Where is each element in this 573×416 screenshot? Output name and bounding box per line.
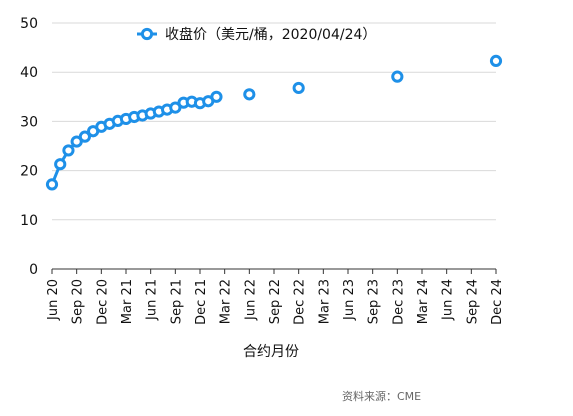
y-tick-label: 50 [20,16,38,32]
y-tick-label: 0 [29,262,38,278]
x-tick-label: Jun 24 [441,279,456,321]
x-tick-label: Dec 22 [293,279,308,325]
x-tick-label: Jun 23 [342,279,357,321]
x-tick-label: Jun 22 [243,279,258,321]
data-point [70,135,83,148]
x-tick-label: Dec 24 [490,279,505,325]
x-tick-label: Dec 23 [391,279,406,325]
x-tick-label: Sep 20 [71,279,86,324]
data-point [391,70,404,83]
data-point [78,130,91,143]
x-tick-label: Dec 21 [194,279,209,325]
x-tick-label: Jun 20 [46,279,61,321]
x-tick-label: Sep 21 [169,279,184,324]
x-tick-label: Mar 23 [317,279,332,324]
source-note: 资料来源：CME [342,390,422,403]
data-point [292,81,305,95]
x-tick-label: Jun 21 [145,279,160,321]
y-tick-label: 20 [20,164,38,180]
x-axis-title: 合约月份 [243,344,299,360]
x-tick-label: Mar 21 [120,279,135,324]
data-point [489,54,503,67]
x-tick-label: Mar 24 [416,279,431,324]
data-point [210,90,223,103]
legend-marker [140,27,154,41]
data-point [243,88,256,101]
y-tick-label: 30 [20,114,38,130]
x-tick-label: Dec 20 [95,279,110,325]
data-point [169,101,182,114]
legend-label: 收盘价（美元/桶，2020/04/24） [165,26,376,43]
x-tick-label: Sep 23 [367,279,382,324]
x-tick-label: Mar 22 [219,279,234,324]
x-tick-label: Sep 24 [465,279,480,324]
data-point [45,178,59,191]
data-point [54,158,67,171]
y-tick-label: 10 [20,213,38,229]
x-tick-label: Sep 22 [268,279,283,324]
data-point [62,144,75,157]
y-tick-label: 40 [20,65,38,81]
